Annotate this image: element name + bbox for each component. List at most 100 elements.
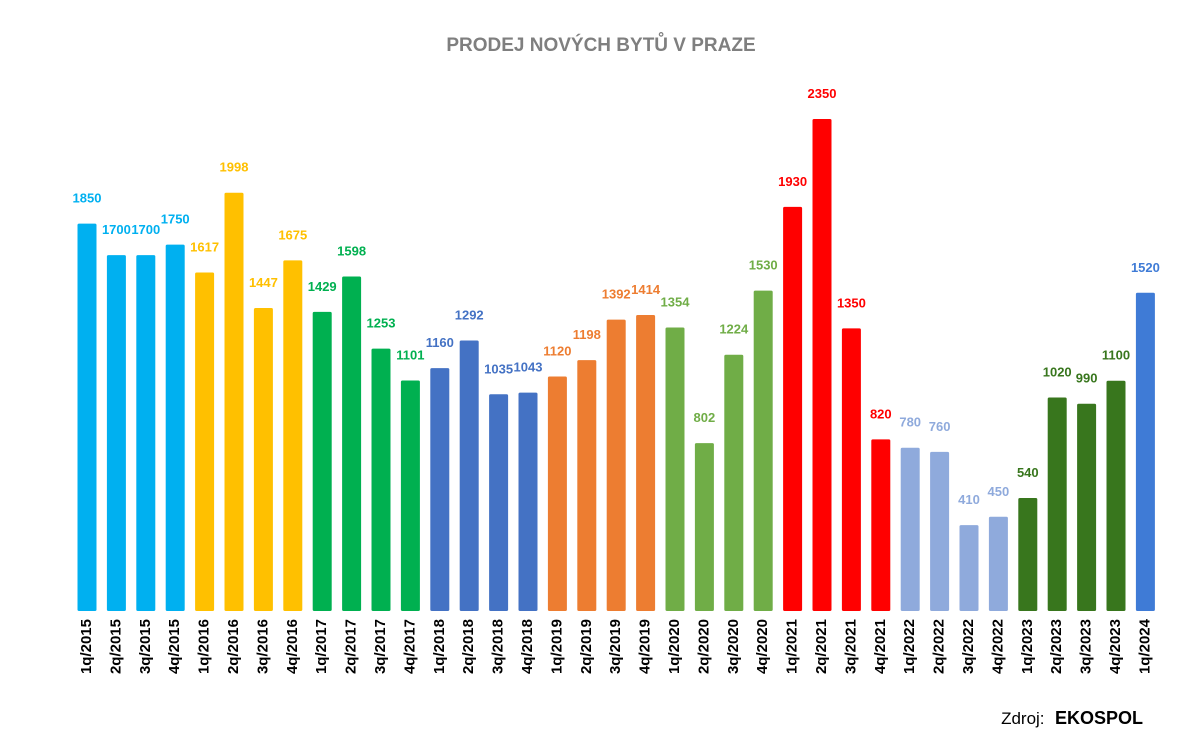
x-tick-3q-2018: 3q/2018: [490, 619, 507, 674]
bar-1q-2024: [1135, 292, 1155, 611]
value-label-1q-2021: 1930: [778, 174, 807, 189]
value-label-3q-2015: 1700: [131, 222, 160, 237]
x-tick-2q-2022: 2q/2022: [931, 619, 948, 674]
x-tick-1q-2022: 1q/2022: [901, 619, 918, 674]
x-tick-2q-2020: 2q/2020: [695, 619, 712, 674]
bar-2q-2015: [106, 255, 126, 611]
x-tick-3q-2021: 3q/2021: [842, 619, 859, 674]
value-label-1q-2023: 540: [1017, 465, 1039, 480]
value-label-4q-2016: 1675: [278, 227, 307, 242]
bar-4q-2018: [518, 392, 538, 611]
x-tick-3q-2022: 3q/2022: [960, 619, 977, 674]
x-tick-2q-2023: 2q/2023: [1048, 619, 1065, 674]
value-label-2q-2019: 1198: [573, 327, 601, 342]
value-label-3q-2019: 1392: [602, 287, 631, 302]
value-label-4q-2017: 1101: [396, 347, 424, 362]
x-tick-labels-group: 1q/2015 2q/2015 3q/2015 4q/2015 1q/2016 2q/20…: [78, 618, 1153, 674]
value-label-2q-2023: 1020: [1043, 364, 1072, 379]
bar-3q-2020: [724, 354, 744, 611]
x-tick-2q-2018: 2q/2018: [460, 619, 477, 674]
chart-title: PRODEJ NOVÝCH BYTŮ V PRAZE: [446, 33, 755, 56]
x-tick-2q-2021: 2q/2021: [813, 619, 830, 674]
bar-3q-2023: [1077, 403, 1097, 611]
x-tick-1q-2021: 1q/2021: [784, 619, 801, 674]
x-tick-4q-2017: 4q/2017: [401, 619, 418, 674]
bar-3q-2018: [489, 394, 509, 611]
bar-4q-2021: [871, 439, 891, 611]
x-tick-4q-2020: 4q/2020: [754, 619, 771, 674]
bar-1q-2022: [900, 447, 920, 611]
x-tick-2q-2015: 2q/2015: [107, 619, 124, 674]
value-label-3q-2018: 1035: [484, 361, 513, 376]
value-label-4q-2022: 450: [988, 484, 1010, 499]
value-label-3q-2017: 1253: [367, 316, 396, 331]
x-tick-1q-2018: 1q/2018: [431, 619, 448, 674]
bar-3q-2019: [606, 319, 626, 611]
bar-1q-2015: [77, 223, 97, 611]
bar-1q-2023: [1018, 497, 1038, 611]
bar-3q-2022: [959, 525, 979, 611]
value-label-1q-2018: 1160: [426, 335, 454, 350]
bar-4q-2022: [988, 516, 1008, 611]
value-label-3q-2021: 1350: [837, 295, 866, 310]
value-label-4q-2020: 1530: [749, 258, 778, 273]
x-tick-1q-2019: 1q/2019: [548, 619, 565, 674]
value-label-3q-2016: 1447: [249, 275, 278, 290]
bar-4q-2016: [283, 260, 303, 611]
bar-4q-2023: [1106, 380, 1126, 611]
bar-3q-2016: [253, 308, 273, 611]
x-tick-3q-2017: 3q/2017: [372, 619, 389, 674]
bar-2q-2016: [224, 192, 244, 611]
bar-4q-2020: [753, 290, 773, 611]
value-label-2q-2018: 1292: [455, 308, 484, 323]
value-label-4q-2015: 1750: [161, 212, 190, 227]
x-tick-1q-2024: 1q/2024: [1136, 618, 1153, 674]
x-tick-4q-2016: 4q/2016: [284, 619, 301, 674]
value-label-4q-2021: 820: [870, 406, 892, 421]
bar-2q-2020: [694, 443, 714, 611]
bars-group: [77, 119, 1155, 611]
value-label-2q-2016: 1998: [220, 160, 249, 175]
bar-2q-2017: [342, 276, 362, 611]
source-note: Zdroj: EKOSPOL: [1001, 708, 1143, 728]
value-label-2q-2021: 2350: [808, 86, 837, 101]
bar-2q-2023: [1047, 397, 1067, 611]
x-tick-4q-2018: 4q/2018: [519, 619, 536, 674]
value-label-3q-2022: 410: [958, 492, 980, 507]
bar-3q-2015: [136, 255, 156, 611]
value-label-1q-2017: 1429: [308, 279, 337, 294]
bar-2q-2022: [930, 451, 950, 611]
x-tick-4q-2015: 4q/2015: [166, 619, 183, 674]
x-tick-4q-2021: 4q/2021: [872, 619, 889, 674]
x-tick-3q-2020: 3q/2020: [725, 619, 742, 674]
x-tick-1q-2023: 1q/2023: [1019, 619, 1036, 674]
value-label-1q-2022: 780: [899, 415, 921, 430]
source-name: EKOSPOL: [1055, 708, 1143, 728]
value-label-2q-2015: 1700: [102, 222, 131, 237]
bar-4q-2019: [636, 314, 656, 611]
bar-1q-2021: [783, 206, 803, 611]
x-tick-4q-2023: 4q/2023: [1107, 619, 1124, 674]
x-tick-1q-2016: 1q/2016: [196, 619, 213, 674]
x-tick-4q-2019: 4q/2019: [637, 619, 654, 674]
x-tick-2q-2017: 2q/2017: [343, 619, 360, 674]
x-tick-2q-2019: 2q/2019: [578, 619, 595, 674]
x-tick-3q-2019: 3q/2019: [607, 619, 624, 674]
bar-2q-2018: [459, 340, 479, 611]
value-label-1q-2015: 1850: [73, 191, 102, 206]
bar-4q-2015: [165, 244, 185, 611]
x-tick-2q-2016: 2q/2016: [225, 619, 242, 674]
bar-2q-2021: [812, 119, 832, 611]
x-tick-1q-2020: 1q/2020: [666, 619, 683, 674]
bar-1q-2016: [195, 272, 215, 611]
x-tick-4q-2022: 4q/2022: [989, 619, 1006, 674]
value-label-3q-2020: 1224: [719, 322, 749, 337]
source-prefix: Zdroj:: [1001, 709, 1044, 728]
value-label-4q-2023: 1100: [1102, 348, 1130, 363]
x-tick-1q-2015: 1q/2015: [78, 619, 95, 674]
bar-1q-2020: [665, 327, 685, 611]
value-label-4q-2019: 1414: [631, 282, 661, 297]
value-label-3q-2023: 990: [1076, 371, 1098, 386]
value-label-1q-2016: 1617: [190, 239, 219, 254]
